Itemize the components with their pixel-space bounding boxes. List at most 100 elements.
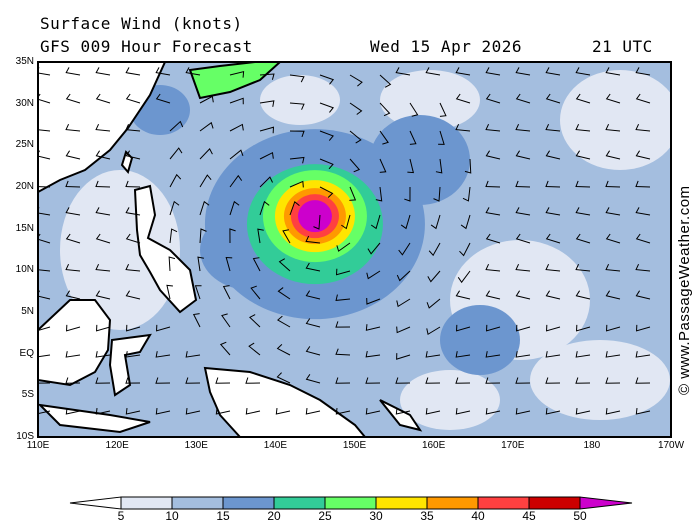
- wind-barb: [245, 377, 261, 384]
- wind-barb: [259, 100, 275, 107]
- wind-barb: [605, 67, 621, 76]
- wind-barb: [95, 150, 111, 160]
- wind-barb: [460, 214, 471, 230]
- wind-barb: [545, 263, 561, 272]
- wind-barb: [169, 120, 184, 132]
- wind-barb: [125, 150, 141, 160]
- wind-barb: [515, 233, 531, 244]
- lon-label: 170E: [501, 440, 525, 451]
- wind-barb: [605, 351, 621, 358]
- wind-barb: [485, 67, 501, 76]
- wind-barb: [65, 377, 81, 384]
- legend-label: 40: [471, 509, 485, 523]
- wind-barb: [635, 180, 651, 188]
- wind-barb: [277, 287, 291, 300]
- wind-barb: [425, 351, 441, 358]
- lat-label: EQ: [19, 347, 34, 359]
- wind-barb: [545, 377, 561, 384]
- legend-swatch: [324, 496, 377, 510]
- wind-barb: [319, 102, 335, 113]
- legend-below-arrow: [69, 496, 122, 510]
- wind-barb: [575, 93, 591, 104]
- wind-barb: [305, 407, 321, 415]
- wind-barb: [545, 233, 561, 244]
- wind-barb: [515, 290, 531, 300]
- wind-barb: [257, 228, 264, 244]
- wind-barb: [426, 298, 441, 309]
- wind-barb: [485, 263, 501, 272]
- wind-barb: [576, 324, 591, 332]
- wind-barb: [606, 324, 621, 332]
- wind-barb: [485, 407, 501, 415]
- wind-barb: [455, 93, 471, 104]
- lon-label: 110E: [26, 440, 50, 451]
- wind-barb: [516, 324, 531, 332]
- wind-barb: [349, 186, 357, 201]
- wind-barb: [515, 180, 531, 188]
- wind-barb: [185, 67, 201, 76]
- wind-barb: [485, 207, 501, 216]
- wind-barb: [225, 256, 233, 272]
- wind-barb: [395, 377, 411, 384]
- wind-barb: [259, 176, 274, 188]
- wind-barb: [335, 407, 351, 415]
- wind-barb: [38, 410, 51, 415]
- wind-barb: [396, 353, 411, 360]
- wind-barb: [349, 130, 362, 144]
- wind-barb: [575, 263, 591, 272]
- wind-barb: [400, 214, 411, 230]
- wind-barb: [575, 290, 591, 300]
- wind-barb: [215, 407, 231, 415]
- wind-barb: [305, 235, 321, 244]
- wind-barb: [485, 351, 501, 358]
- wind-barb: [319, 130, 334, 141]
- light-wind-areas: [60, 70, 671, 430]
- wind-barb: [404, 186, 411, 202]
- wind-barb: [365, 324, 381, 331]
- wind-barb: [125, 207, 141, 216]
- wind-barb: [249, 314, 261, 328]
- wind-barb: [396, 326, 411, 334]
- wind-barb: [319, 186, 334, 198]
- wind-barb: [366, 270, 381, 280]
- lon-label: 130E: [184, 440, 208, 451]
- wind-barb: [605, 93, 621, 104]
- wind-barb: [335, 321, 351, 328]
- wind-barb: [155, 93, 171, 104]
- wind-barb: [125, 407, 141, 415]
- wind-barb: [289, 130, 305, 138]
- wind-barb: [65, 207, 81, 216]
- wind-barb: [289, 201, 300, 216]
- wind-barb: [222, 285, 231, 300]
- wind-barb: [545, 207, 561, 216]
- wind-barb: [276, 372, 291, 384]
- wind-barb: [38, 377, 51, 384]
- wind-barb: [575, 150, 591, 160]
- wind-barb: [425, 67, 441, 76]
- wind-barb: [426, 326, 441, 336]
- wind-barb: [575, 180, 591, 188]
- legend-swatch: [528, 496, 581, 510]
- wind-barb: [252, 257, 261, 272]
- wind-barb: [305, 346, 321, 356]
- wind-barb: [125, 263, 141, 272]
- wind-speed-ring: [297, 200, 332, 233]
- wind-barb: [65, 180, 81, 188]
- wind-barb: [169, 200, 180, 216]
- lon-label: 150E: [342, 440, 367, 451]
- wind-barb: [259, 151, 274, 160]
- wind-barb: [438, 130, 445, 145]
- wind-barb: [65, 263, 81, 272]
- wind-barb: [155, 67, 171, 76]
- wind-barb: [215, 377, 231, 384]
- wind-barb: [379, 102, 391, 117]
- wind-barb: [199, 228, 207, 244]
- wind-barb: [575, 207, 591, 216]
- wind-barb: [65, 351, 81, 358]
- solomon-islands: [379, 399, 423, 432]
- wind-barb: [335, 348, 351, 356]
- legend-label: 10: [165, 509, 179, 523]
- wind-barb: [370, 214, 381, 230]
- wind-barb: [457, 270, 471, 284]
